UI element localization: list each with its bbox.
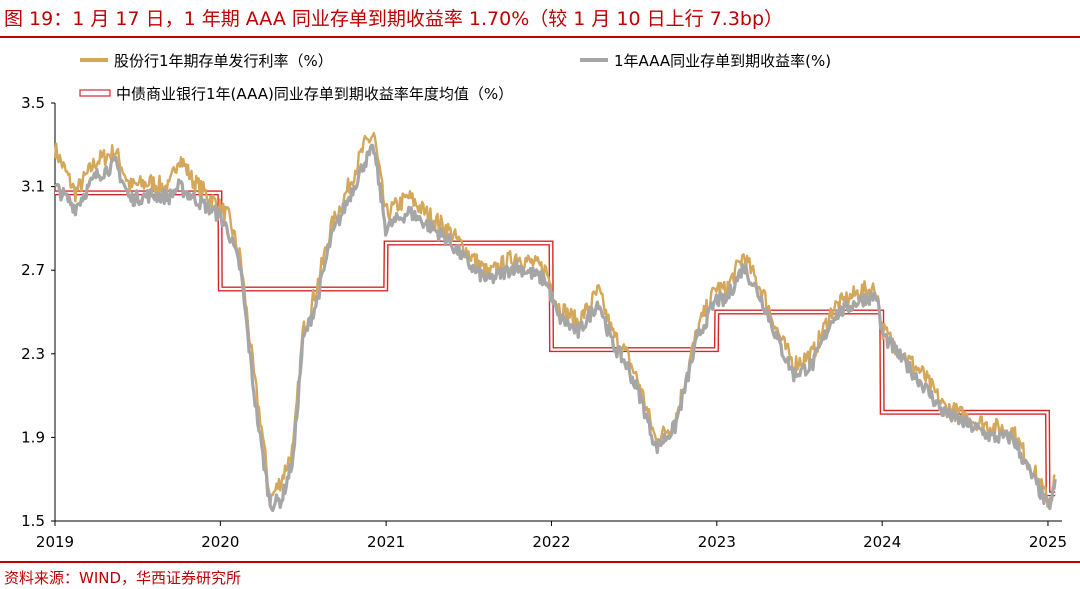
y-tick-label: 1.5 [21,512,45,530]
source-note: 资料来源：WIND，华西证券研究所 [4,569,242,587]
series-line-aaa [54,143,1057,512]
y-tick-label: 3.5 [21,94,45,112]
annual-avg-step-outer [55,190,1056,497]
top-rule [0,36,1080,38]
x-tick-label: 2021 [367,533,405,551]
legend-swatch-annual-avg [79,89,111,97]
x-tick-label: 2020 [201,533,239,551]
x-tick-label: 2024 [863,533,901,551]
x-tick-label: 2023 [698,533,736,551]
figure-title: 图 19：1 月 17 日，1 年期 AAA 同业存单到期收益率 1.70%（较… [4,8,784,30]
y-tick-label: 2.7 [21,261,45,279]
axes [54,103,1062,522]
legend: 股份行1年期存单发行利率（%） 1年AAA同业存单到期收益率(%) 中债商业银行… [79,52,831,103]
x-tick-label: 2022 [532,533,570,551]
series-line-joint-stock [53,131,1056,508]
legend-label-aaa: 1年AAA同业存单到期收益率(%) [614,52,831,70]
x-tick-label: 2025 [1029,533,1067,551]
y-tick-label: 2.3 [21,345,45,363]
annual-avg-step-inner [55,191,1056,495]
legend-label-annual-avg: 中债商业银行1年(AAA)同业存单到期收益率年度均值（%） [116,85,513,103]
series-group [53,131,1057,512]
x-tick-label: 2019 [36,533,74,551]
y-tick-label: 1.9 [21,428,45,446]
legend-label-joint-stock: 股份行1年期存单发行利率（%） [114,52,333,70]
y-tick-label: 3.1 [21,178,45,196]
ticks: 3.5 3.1 2.7 2.3 1.9 1.5 2019 2020 2021 2022 2023 20… [21,94,1067,551]
bottom-rule [0,561,1080,563]
